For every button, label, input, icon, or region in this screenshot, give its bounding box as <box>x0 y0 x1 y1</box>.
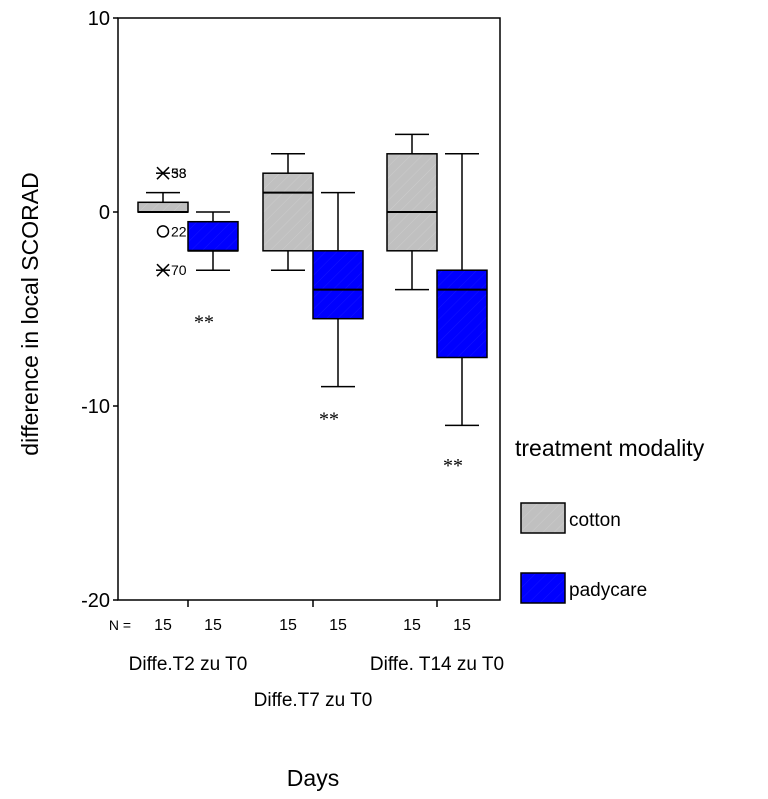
n-count: 15 <box>453 617 471 634</box>
outlier-star <box>156 263 170 277</box>
y-axis-label: difference in local SCORAD <box>17 172 43 455</box>
legend-label: cotton <box>569 510 621 531</box>
category-label: Diffe.T2 zu T0 <box>129 654 248 675</box>
outlier-label: 70 <box>171 262 187 278</box>
significance-marker: ** <box>443 455 463 477</box>
y-tick-label: 10 <box>88 8 110 30</box>
outlier-label: 58 <box>171 165 187 181</box>
plot-frame <box>117 17 501 601</box>
y-tick-label: 0 <box>99 202 110 224</box>
box-padycare <box>436 269 488 359</box>
n-count: 15 <box>279 617 297 634</box>
outlier-label: 33 <box>171 165 187 181</box>
significance-marker: ** <box>194 312 214 334</box>
box-cotton <box>262 172 314 252</box>
legend-swatch-padycare <box>520 572 566 604</box>
y-tick-label: -20 <box>81 590 110 612</box>
outlier-star <box>156 166 170 180</box>
n-prefix: N = <box>109 617 131 633</box>
box-cotton <box>386 153 438 252</box>
outlier-circle <box>156 225 170 238</box>
box-padycare <box>312 250 364 320</box>
category-label: Diffe. T14 zu T0 <box>370 654 504 675</box>
x-axis-label: Days <box>287 765 339 791</box>
n-count: 15 <box>403 617 421 634</box>
significance-marker: ** <box>319 409 339 431</box>
legend-swatch-cotton <box>520 502 566 534</box>
n-count: 15 <box>154 617 172 634</box>
outlier-label: 22 <box>171 223 187 239</box>
category-label: Diffe.T7 zu T0 <box>254 690 373 711</box>
legend-title: treatment modality <box>515 435 705 461</box>
box-padycare <box>187 220 239 252</box>
y-tick-label: -10 <box>81 396 110 418</box>
legend-label: padycare <box>569 580 647 601</box>
box-cotton <box>137 201 189 213</box>
n-count: 15 <box>204 617 222 634</box>
n-count: 15 <box>329 617 347 634</box>
